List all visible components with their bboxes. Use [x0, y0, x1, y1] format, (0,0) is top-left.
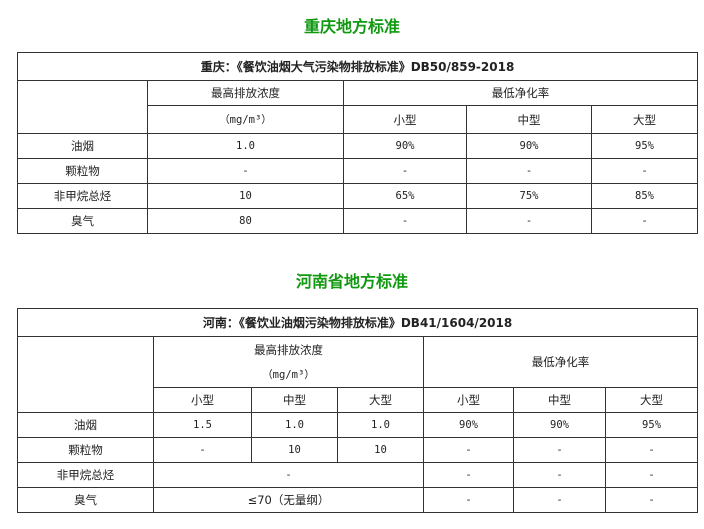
table-row: 非甲烷总烃 10 65% 75% 85%: [17, 183, 699, 209]
table-title: 重庆：《餐饮油烟大气污染物排放标准》DB50/859-2018: [16, 52, 699, 81]
table-title: 河南：《餐饮业油烟污染物排放标准》DB41/1604/2018: [16, 308, 699, 337]
min-efficiency-header: 最低净化率: [342, 80, 699, 106]
table-row: 油烟 1.0 90% 90% 95%: [17, 133, 699, 159]
max-concentration-header: 最高排放浓度 （mg/m³）: [153, 336, 424, 388]
henan-standard-table: 河南：《餐饮业油烟污染物排放标准》DB41/1604/2018 最高排放浓度 （m…: [16, 308, 699, 513]
chongqing-heading: 重庆地方标准: [303, 17, 400, 36]
col-medium: 中型: [466, 105, 592, 134]
chongqing-standard-table: 重庆：《餐饮油烟大气污染物排放标准》DB50/859-2018 最高排放浓度 最…: [16, 52, 699, 234]
min-efficiency-header: 最低净化率: [422, 336, 699, 388]
max-concentration-header: 最高排放浓度: [147, 80, 344, 106]
table-row: 颗粒物 - - - -: [17, 158, 699, 184]
table-row: 臭气 ≤70（无量纲） - - -: [17, 487, 699, 513]
table-row: 颗粒物 -10 10- - -: [17, 437, 699, 463]
unit-label: （mg/m³）: [147, 105, 344, 134]
table-row: 油烟 1.5 1.0 1.0 90% 90% 95%: [17, 412, 699, 438]
col-small: 小型: [343, 105, 467, 134]
table-row: 非甲烷总烃 - - - -: [17, 462, 699, 488]
col-large: 大型: [590, 105, 699, 134]
henan-heading: 河南省地方标准: [295, 272, 408, 291]
table-row: 臭气 80- - -: [17, 208, 699, 234]
